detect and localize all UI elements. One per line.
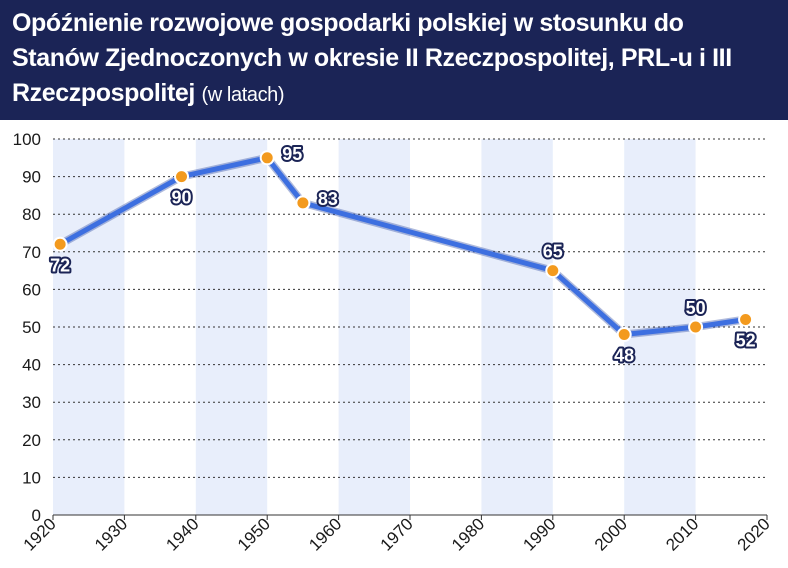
- data-point-marker: [295, 195, 311, 211]
- y-tick-label: 50: [22, 318, 41, 337]
- data-label: 83: [318, 189, 338, 209]
- x-axis: 1920 1930 1940 1950 1960 1970 1980 1990 2000 2010…: [20, 514, 774, 554]
- y-tick-label: 60: [22, 280, 41, 299]
- data-point-marker: [545, 263, 561, 279]
- x-tick-label: 1980: [448, 514, 488, 554]
- data-point-marker: [174, 169, 190, 185]
- y-tick-label: 10: [22, 468, 41, 487]
- chart-title-text: Opóźnienie rozwojowe gospodarki polskiej…: [12, 9, 732, 107]
- data-point-marker: [259, 150, 275, 166]
- gridlines: [53, 138, 767, 516]
- y-tick-label: 100: [13, 130, 41, 149]
- x-tick-label: 1950: [234, 514, 274, 554]
- y-tick-label: 80: [22, 205, 41, 224]
- data-label: 72: [50, 255, 70, 275]
- data-labels: 72 90 95 83 65 48 50 52: [48, 142, 757, 368]
- data-label: 65: [543, 242, 563, 262]
- data-point-marker: [616, 327, 632, 343]
- x-tick-label: 2010: [662, 514, 702, 554]
- series-group: [52, 150, 754, 343]
- y-tick-label: 90: [22, 168, 41, 187]
- x-tick-label: 1970: [377, 514, 417, 554]
- x-tick-label: 1990: [519, 514, 559, 554]
- decade-band: [195, 139, 268, 515]
- y-axis: 0 10 20 30 40 50 60 70 80 90 100: [13, 130, 41, 525]
- data-label: 90: [172, 188, 192, 208]
- x-tick-label: 1920: [20, 514, 60, 554]
- x-tick-label: 2000: [591, 514, 631, 554]
- data-label: 48: [614, 346, 634, 366]
- chart-header: Opóźnienie rozwojowe gospodarki polskiej…: [0, 0, 788, 120]
- data-point-marker: [688, 319, 704, 335]
- data-point-marker: [738, 311, 754, 327]
- chart-title: Opóźnienie rozwojowe gospodarki polskiej…: [12, 6, 776, 113]
- x-tick-label: 2020: [734, 514, 774, 554]
- x-tick-label: 1940: [162, 514, 202, 554]
- x-tick-label: 1960: [305, 514, 345, 554]
- x-tick-label: 1930: [91, 514, 131, 554]
- data-label: 95: [282, 144, 302, 164]
- series-line: [58, 155, 746, 338]
- data-label: 50: [686, 298, 706, 318]
- y-tick-label: 0: [32, 506, 41, 525]
- data-label: 52: [736, 330, 756, 350]
- data-point-marker: [52, 236, 68, 252]
- y-tick-label: 30: [22, 393, 41, 412]
- y-tick-label: 40: [22, 356, 41, 375]
- y-tick-label: 70: [22, 243, 41, 262]
- decade-band: [481, 139, 553, 515]
- y-tick-label: 20: [22, 431, 41, 450]
- chart-subtitle: (w latach): [201, 84, 285, 106]
